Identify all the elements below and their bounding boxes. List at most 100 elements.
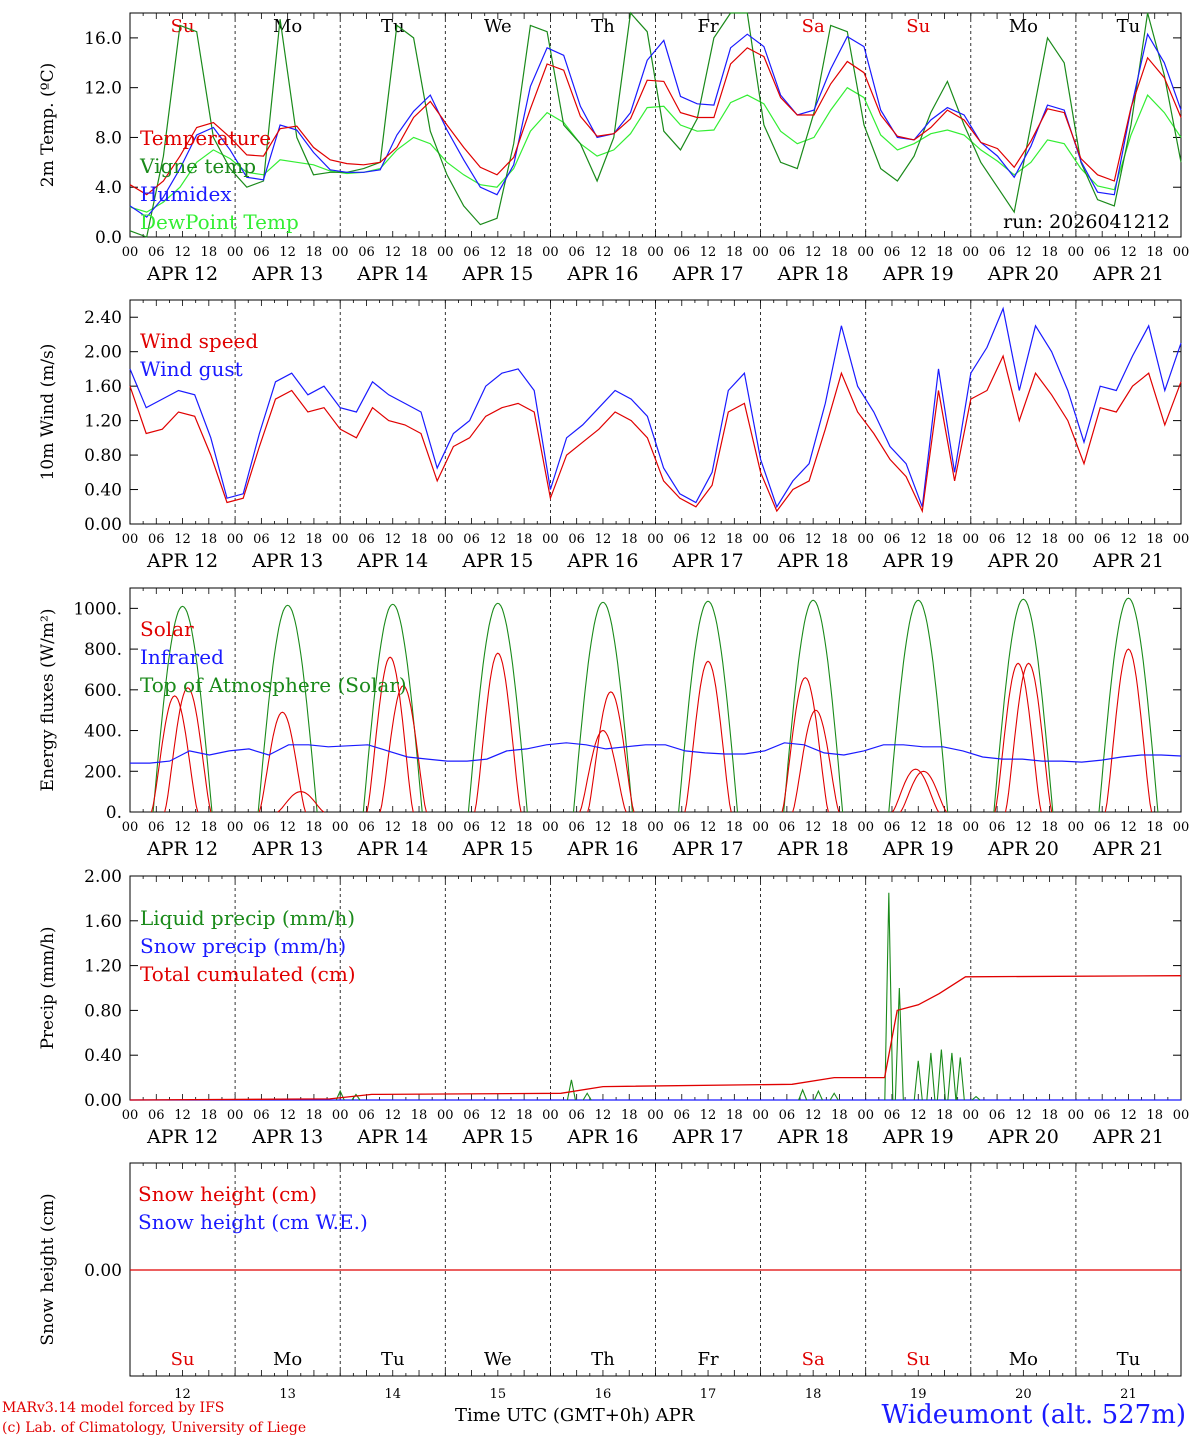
day-name-label: Mo (1009, 1349, 1038, 1370)
x-tick-label-date: APR 21 (1092, 1126, 1164, 1148)
series-line-temperature (129, 47, 1182, 196)
solar-curve (792, 709, 840, 813)
x-tick-label-date: APR 21 (1092, 263, 1164, 285)
x-tick-label-hour: 12 (805, 245, 822, 260)
y-tick-label: 2.40 (84, 308, 122, 328)
x-tick-label-date: APR 18 (777, 838, 849, 860)
x-tick-label-hour: 12 (910, 532, 927, 547)
y-axis-label: Snow height (cm) (38, 1193, 58, 1345)
x-tick-label-hour: 06 (253, 245, 270, 260)
toa-solar-curve (678, 600, 739, 813)
solar-curve (164, 687, 212, 813)
x-tick-label-hour: 18 (621, 1108, 638, 1123)
x-tick-label-hour: 12 (1015, 245, 1032, 260)
x-tick-label-hour: 00 (647, 1108, 664, 1123)
x-tick-label-hour: 12 (279, 820, 296, 835)
x-tick-label-hour: 18 (831, 820, 848, 835)
y-tick-label: 12.0 (84, 79, 122, 99)
x-tick-label-hour: 00 (647, 532, 664, 547)
x-tick-label-hour: 18 (831, 532, 848, 547)
y-tick-label: 4.0 (95, 178, 122, 198)
y-tick-label: 1.20 (84, 412, 122, 432)
x-tick-label-hour: 18 (726, 1108, 743, 1123)
x-tick-label-hour: 00 (752, 532, 769, 547)
x-tick-label-hour: 00 (122, 1108, 139, 1123)
series-line-humidex (129, 32, 1182, 218)
x-tick-label-hour: 06 (884, 1108, 901, 1123)
series-line-vigne-temp (129, 11, 1182, 238)
x-tick-label-date: APR 15 (461, 263, 533, 285)
x-tick-label-hour: 00 (1173, 532, 1190, 547)
x-tick-label-hour: 12 (910, 245, 927, 260)
x-tick-label-hour: 00 (1173, 1108, 1190, 1123)
x-tick-label-hour: 00 (857, 245, 874, 260)
liquid-precip-spike (884, 892, 894, 1101)
solar-curve (1004, 662, 1053, 813)
x-tick-label-hour: 06 (884, 245, 901, 260)
y-axis-label: 2m Temp. (ºC) (38, 63, 58, 188)
day-number-label: 14 (384, 1387, 401, 1402)
x-tick-label-hour: 06 (779, 820, 796, 835)
x-tick-label-date: APR 14 (356, 550, 428, 572)
x-tick-label-hour: 12 (595, 532, 612, 547)
x-tick-label-hour: 06 (779, 532, 796, 547)
x-tick-label-date: APR 16 (566, 1126, 638, 1148)
x-tick-label-hour: 18 (516, 532, 533, 547)
x-tick-label-date: APR 19 (882, 838, 954, 860)
x-tick-label-hour: 12 (805, 820, 822, 835)
x-tick-label-hour: 00 (752, 1108, 769, 1123)
x-tick-label-hour: 18 (726, 820, 743, 835)
x-tick-label-hour: 06 (253, 1108, 270, 1123)
x-tick-label-hour: 06 (148, 820, 165, 835)
y-tick-label: 16.0 (84, 29, 122, 49)
x-tick-label-hour: 18 (306, 820, 323, 835)
y-tick-label: 0.80 (84, 1001, 122, 1021)
x-tick-label-hour: 18 (1041, 245, 1058, 260)
x-tick-label-hour: 00 (647, 820, 664, 835)
y-tick-label: 1.20 (84, 957, 122, 977)
x-tick-label-hour: 06 (989, 1108, 1006, 1123)
x-tick-label-hour: 12 (384, 1108, 401, 1123)
x-tick-label-hour: 00 (963, 532, 980, 547)
solar-curve (150, 695, 199, 813)
x-tick-label-hour: 00 (1068, 1108, 1085, 1123)
x-tick-label-hour: 12 (174, 820, 191, 835)
x-tick-label-hour: 00 (963, 245, 980, 260)
x-tick-label-hour: 00 (122, 532, 139, 547)
x-tick-label-hour: 12 (384, 532, 401, 547)
x-tick-label-hour: 06 (779, 1108, 796, 1123)
x-tick-label-hour: 00 (857, 1108, 874, 1123)
y-tick-label: 2.00 (84, 343, 122, 363)
series-line-infrared (130, 742, 1182, 764)
station-title: Wideumont (alt. 527m) (881, 1400, 1186, 1430)
x-tick-label-hour: 00 (332, 1108, 349, 1123)
x-tick-label-hour: 06 (568, 245, 585, 260)
x-tick-label-date: APR 19 (882, 550, 954, 572)
x-tick-label-hour: 06 (358, 245, 375, 260)
x-tick-label-hour: 18 (201, 532, 218, 547)
legend-entry: Infrared (140, 645, 224, 669)
x-tick-label-hour: 00 (227, 820, 244, 835)
y-tick-label: 1000. (73, 599, 122, 619)
day-name-label: Sa (802, 16, 825, 37)
x-tick-label-date: APR 19 (882, 1126, 954, 1148)
x-tick-label-hour: 00 (857, 820, 874, 835)
x-tick-label-date: APR 15 (461, 838, 533, 860)
x-tick-label-hour: 12 (595, 820, 612, 835)
x-tick-label-hour: 12 (384, 245, 401, 260)
x-tick-label-hour: 00 (1068, 820, 1085, 835)
x-tick-label-hour: 00 (332, 532, 349, 547)
x-tick-label-hour: 12 (700, 245, 717, 260)
x-tick-label-date: APR 12 (146, 263, 218, 285)
day-name-label: Su (906, 1349, 930, 1370)
liquid-precip-spike (955, 1057, 965, 1101)
x-tick-label-hour: 12 (595, 245, 612, 260)
x-tick-label-hour: 18 (516, 245, 533, 260)
x-tick-label-date: APR 12 (146, 550, 218, 572)
x-tick-label-date: APR 17 (672, 263, 744, 285)
x-tick-label-hour: 00 (437, 532, 454, 547)
day-number-label: 21 (1120, 1387, 1137, 1402)
day-number-label: 19 (910, 1387, 927, 1402)
x-tick-label-hour: 12 (595, 1108, 612, 1123)
x-tick-label-hour: 12 (490, 1108, 507, 1123)
